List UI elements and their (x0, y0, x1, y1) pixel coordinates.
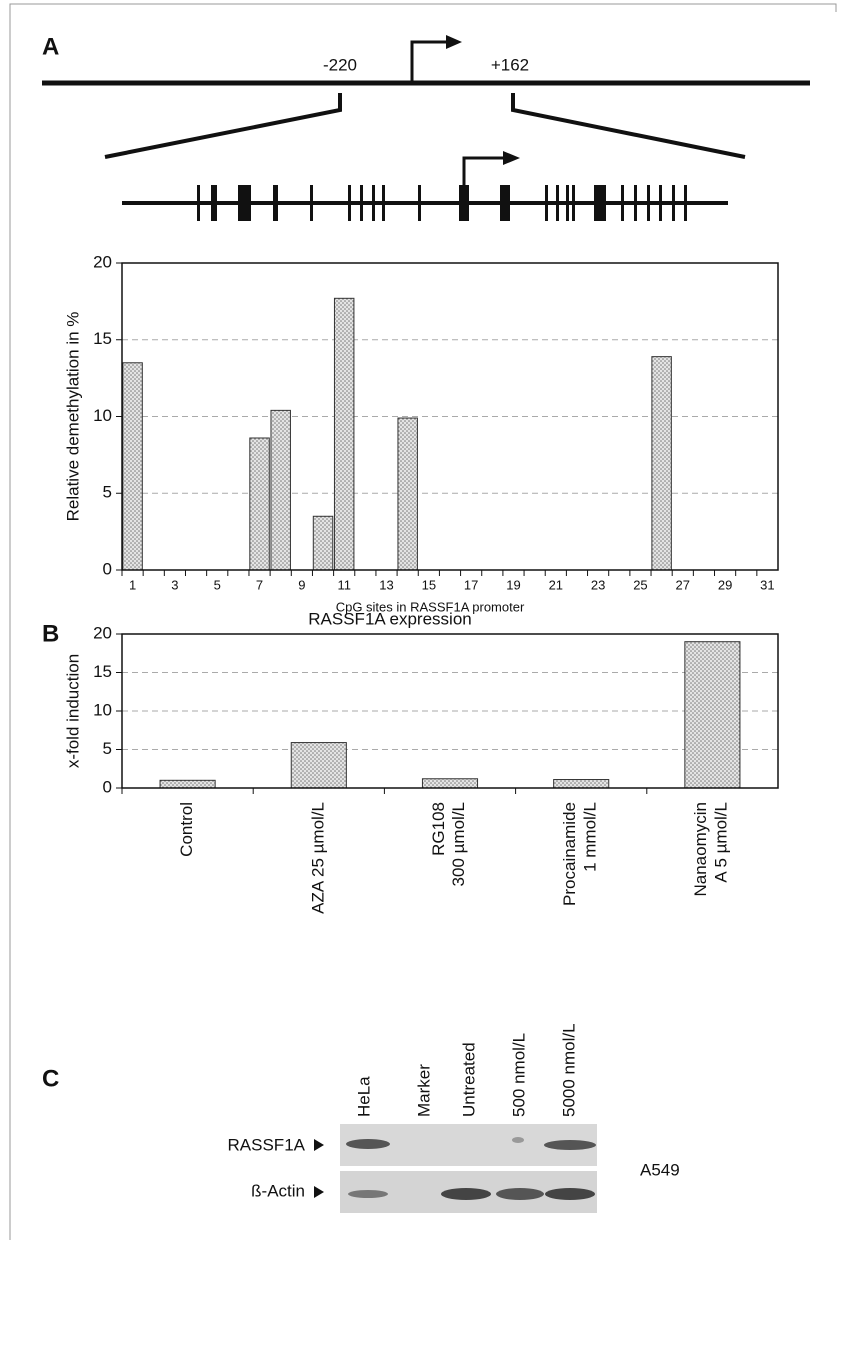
blot-row-label: RASSF1A (228, 1135, 306, 1154)
panel-label: A (42, 33, 59, 60)
diagram-label: -220 (323, 55, 357, 74)
x-tick-label: AZA 25 µmol/L (308, 802, 327, 914)
cpg-site (647, 185, 650, 221)
x-tick-label: 1 (129, 577, 136, 592)
cpg-site (459, 185, 469, 221)
bar (270, 409, 291, 571)
x-axis-label: CpG sites in RASSF1A promoter (336, 599, 525, 614)
cpg-site (572, 185, 575, 221)
x-tick-label: 15 (422, 577, 436, 592)
x-tick-label: NanaomycinA 5 µmol/L (692, 802, 731, 897)
cpg-site (310, 185, 313, 221)
plot-frame (121, 633, 779, 789)
x-tick-label: 21 (549, 577, 563, 592)
cpg-site (211, 185, 217, 221)
cpg-site (672, 185, 675, 221)
cpg-site (382, 185, 385, 221)
bar (122, 362, 143, 571)
cpg-site (566, 185, 569, 221)
cpg-site (621, 185, 624, 221)
western-blot (314, 1124, 597, 1213)
panel-label: C (42, 1065, 59, 1092)
x-tick-label: 9 (298, 577, 305, 592)
bar (159, 779, 216, 789)
y-tick-label: 20 (93, 623, 112, 642)
cpg-site (348, 185, 351, 221)
x-tick-label: 23 (591, 577, 605, 592)
x-tick-label: Control (177, 802, 196, 857)
x-tick-label: 3 (171, 577, 178, 592)
x-tick-label: 27 (676, 577, 690, 592)
x-tick-label: Procainamide1 mmol/L (560, 802, 599, 906)
cpg-site (684, 185, 687, 221)
cpg-site (197, 185, 200, 221)
bar (397, 417, 418, 571)
x-tick-label: 13 (379, 577, 393, 592)
bar (312, 515, 334, 571)
y-tick-label: 5 (103, 739, 112, 758)
y-tick-label: 20 (93, 252, 112, 271)
y-axis-label: Relative demethylation in % (63, 312, 82, 522)
diagram-label: +162 (491, 55, 529, 74)
cpg-site (418, 185, 421, 221)
lane-label: HeLa (354, 1076, 373, 1117)
cpg-site (238, 185, 251, 221)
y-tick-label: 15 (93, 329, 112, 348)
y-tick-label: 10 (93, 700, 112, 719)
y-tick-label: 15 (93, 662, 112, 681)
bar (249, 437, 270, 571)
x-tick-label: 5 (214, 577, 221, 592)
bar (553, 779, 610, 789)
promoter-diagram (42, 35, 810, 221)
plot-frame (121, 262, 779, 571)
frame (9, 3, 837, 1240)
cpg-site (659, 185, 662, 221)
x-tick-label: 19 (506, 577, 520, 592)
x-tick-label: 25 (633, 577, 647, 592)
chart-title: RASSF1A expression (308, 609, 471, 628)
x-tick-label: 11 (337, 577, 351, 592)
lane-label: 500 nmol/L (509, 1033, 528, 1117)
blot-row-label: ß-Actin (251, 1181, 305, 1200)
cpg-site (594, 185, 606, 221)
y-tick-label: 0 (103, 559, 112, 578)
cpg-site (273, 185, 278, 221)
cpg-site (545, 185, 548, 221)
cpg-site (634, 185, 637, 221)
cpg-site (500, 185, 510, 221)
panel-label: B (42, 620, 59, 647)
lane-label: 5000 nmol/L (559, 1023, 578, 1117)
lane-label: Marker (414, 1064, 433, 1117)
y-tick-label: 0 (103, 777, 112, 796)
bar (421, 778, 479, 789)
y-axis-label: x-fold induction (63, 654, 82, 768)
bar (333, 297, 355, 571)
lane-label: Untreated (459, 1042, 478, 1117)
x-tick-label: 29 (718, 577, 732, 592)
bar (651, 356, 672, 571)
cell-line-label: A549 (640, 1160, 680, 1179)
x-tick-label: 7 (256, 577, 263, 592)
bar (290, 742, 347, 789)
x-tick-label: RG108300 µmol/L (429, 802, 468, 886)
bar (684, 641, 741, 789)
x-tick-label: 31 (760, 577, 774, 592)
x-tick-label: 17 (464, 577, 478, 592)
cpg-site (372, 185, 375, 221)
cpg-site (360, 185, 363, 221)
y-tick-label: 10 (93, 406, 112, 425)
y-tick-label: 5 (103, 483, 112, 502)
cpg-site (556, 185, 559, 221)
